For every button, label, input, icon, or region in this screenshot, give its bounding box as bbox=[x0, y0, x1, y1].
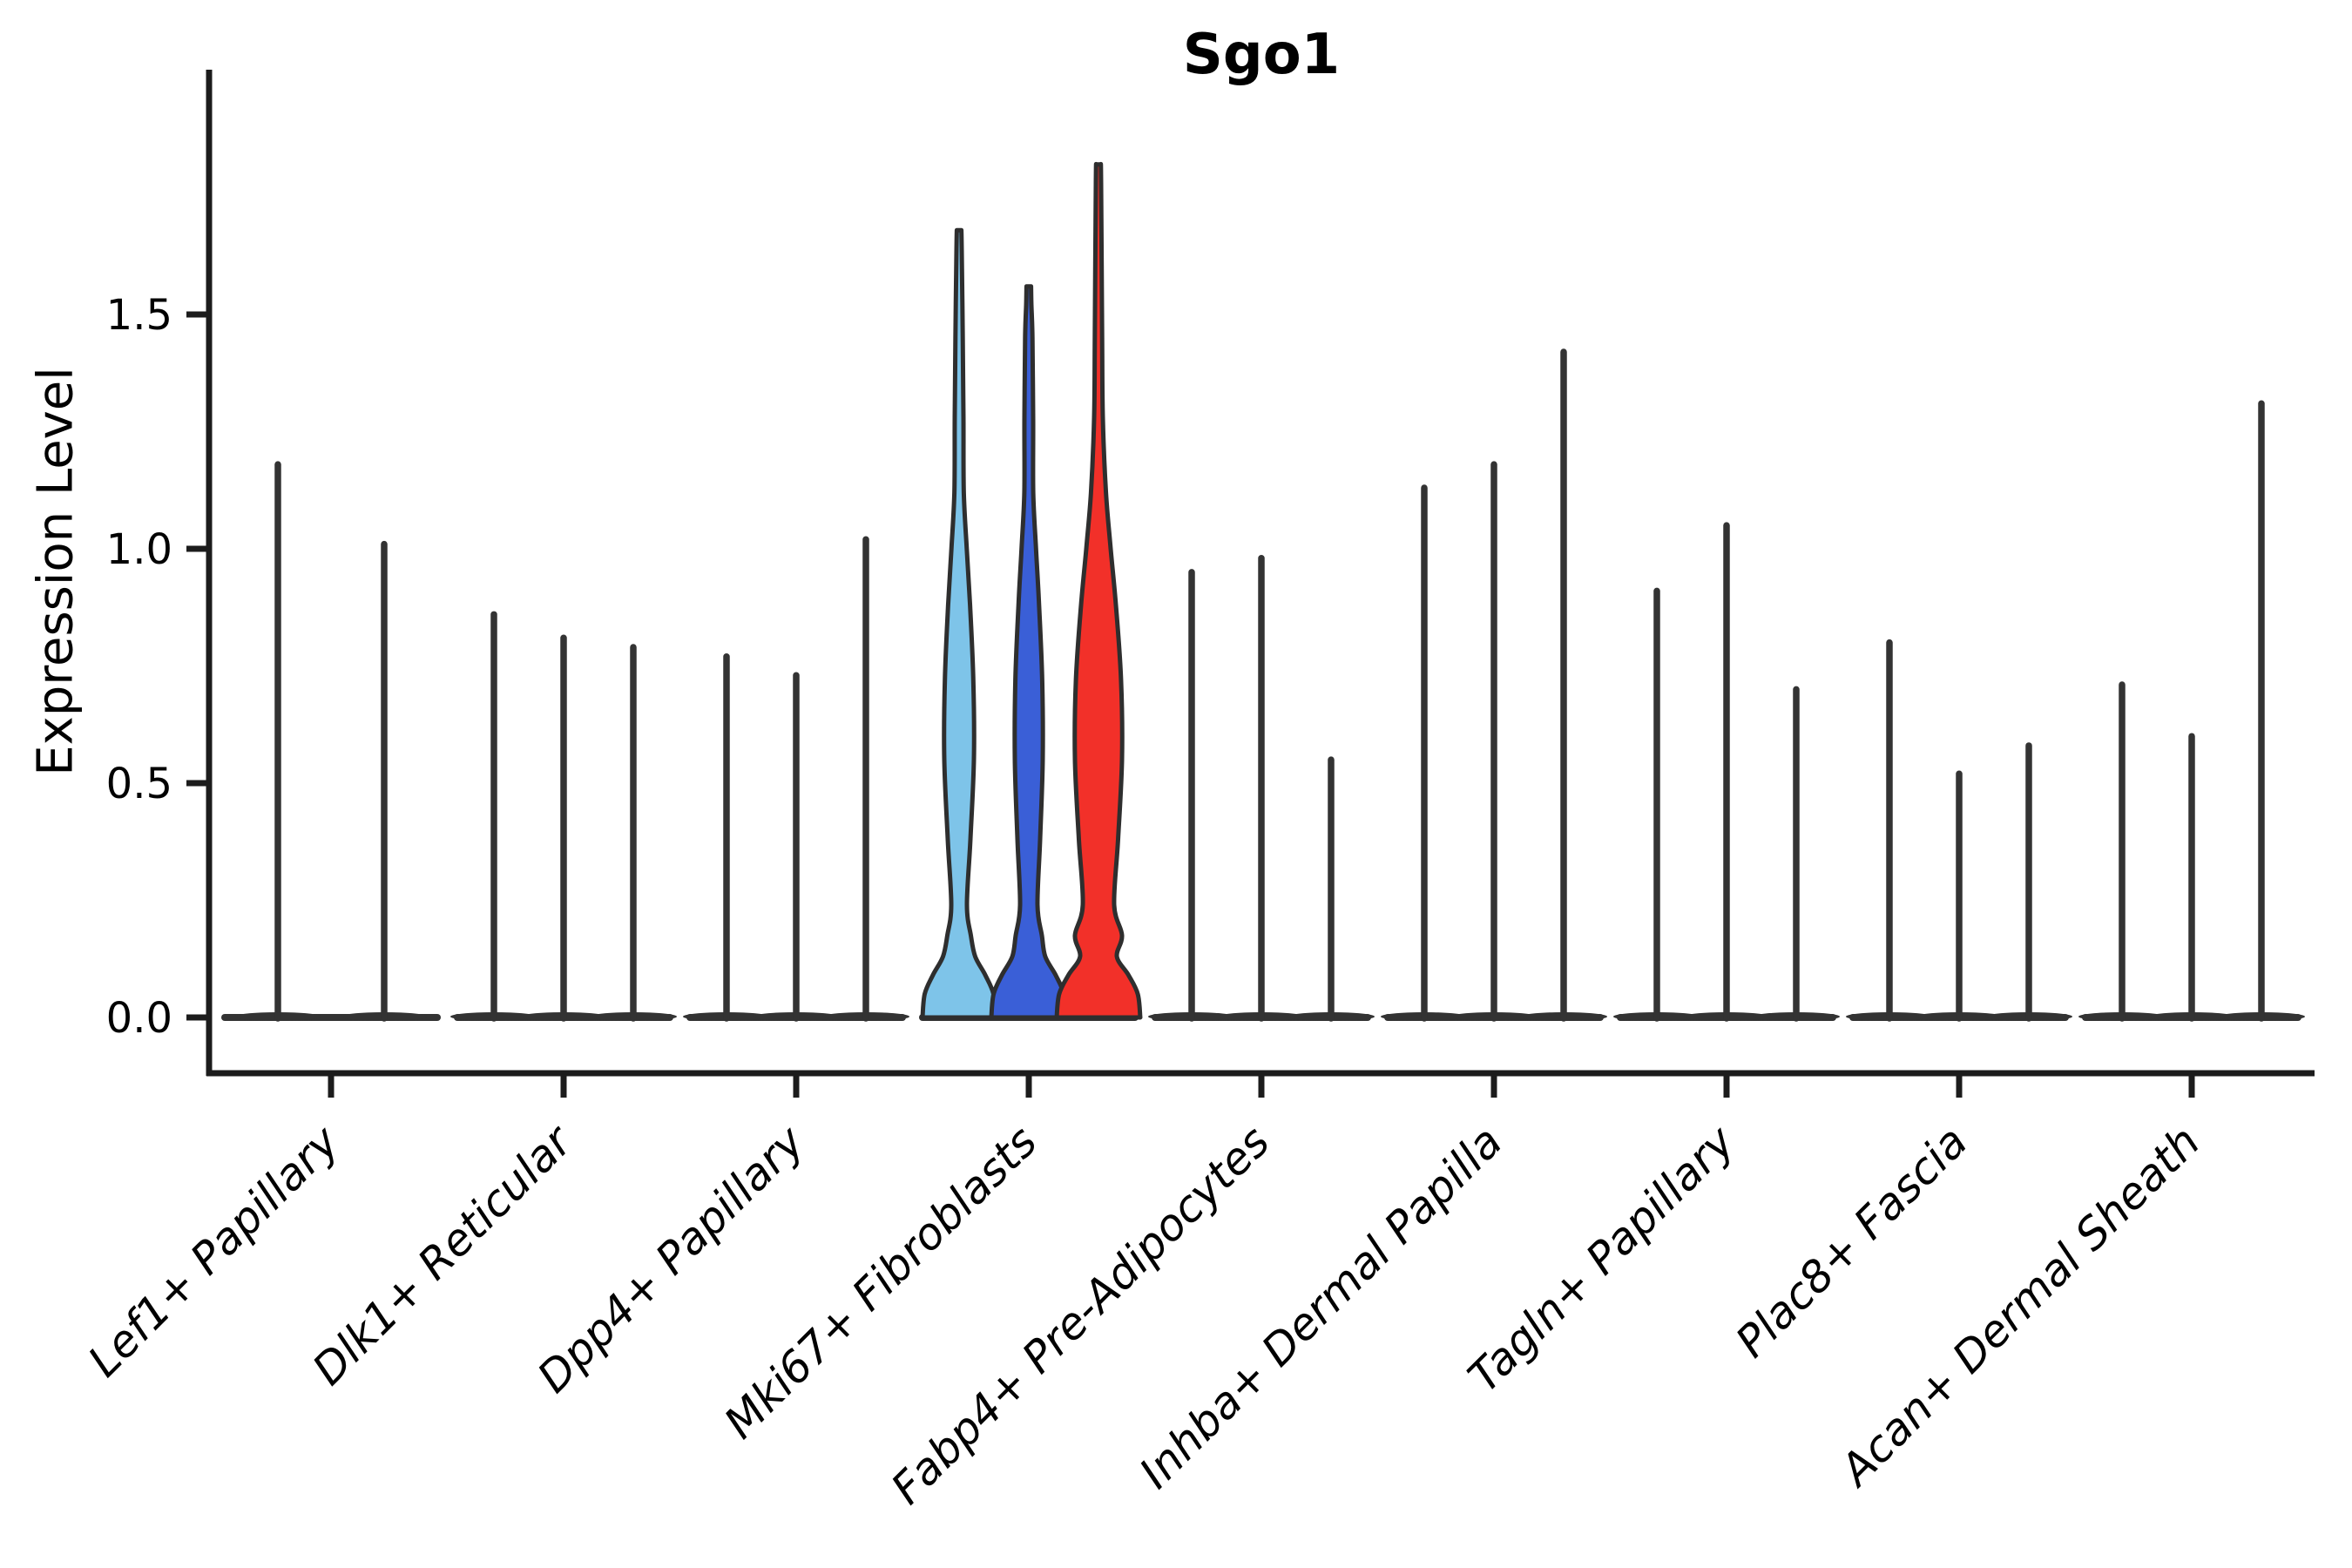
violin-filled bbox=[1054, 161, 1143, 1020]
chart-title: Sgo1 bbox=[1182, 23, 1341, 87]
violin-filled bbox=[920, 227, 998, 1020]
y-tick-label: 0.5 bbox=[106, 760, 172, 808]
y-tick-label: 1.5 bbox=[106, 291, 172, 340]
x-tick-label: Lef1+ Papillary bbox=[78, 1115, 349, 1386]
x-tick-label: Plac8+ Fascia bbox=[1727, 1116, 1977, 1367]
violin-filled bbox=[989, 284, 1069, 1020]
y-tick-label: 0.0 bbox=[106, 994, 172, 1043]
y-tick-label: 1.0 bbox=[106, 525, 172, 574]
x-tick-label: Fabp4+ Pre-Adipocytes bbox=[882, 1116, 1280, 1514]
